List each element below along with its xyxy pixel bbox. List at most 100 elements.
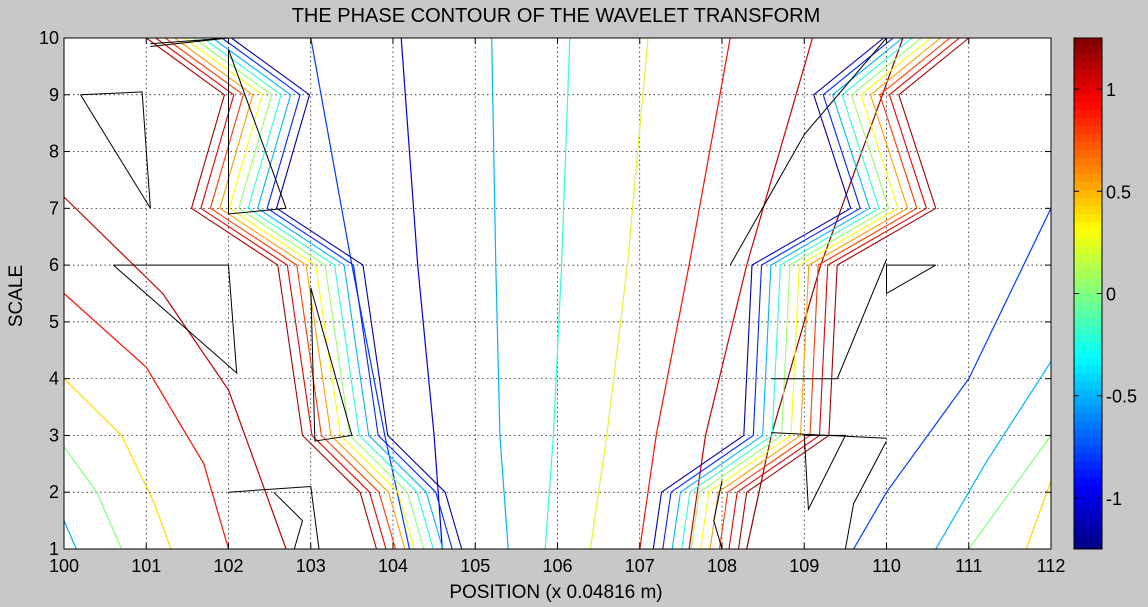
band-contour-line — [709, 37, 941, 550]
band-contour-line — [183, 37, 415, 550]
colorbar-cell — [1074, 469, 1102, 478]
colorbar-cell — [1074, 381, 1102, 390]
colorbar-cell — [1074, 445, 1102, 454]
y-tick-label: 10 — [39, 28, 59, 48]
colorbar-tick-label: 0 — [1106, 285, 1116, 305]
colorbar-cell — [1074, 77, 1102, 87]
x-tick-label: 110 — [872, 556, 901, 576]
colorbar-cell — [1074, 245, 1102, 254]
x-tick-label: 108 — [707, 556, 737, 576]
x-tick-label: 105 — [460, 556, 490, 576]
band-contour-line — [174, 37, 406, 550]
black-contour — [228, 49, 287, 215]
colorbar-cell — [1074, 301, 1102, 310]
band-contour-line — [700, 37, 932, 550]
colorbar-cell — [1074, 373, 1102, 382]
colorbar-cell — [1074, 229, 1102, 239]
contour-line — [63, 196, 287, 550]
colorbar-cell — [1074, 525, 1102, 534]
y-tick-label: 9 — [49, 85, 59, 105]
band-contour-line — [662, 37, 894, 550]
band-contour-line — [728, 37, 960, 550]
colorbar-cell — [1074, 485, 1102, 494]
black-contour — [80, 91, 151, 209]
colorbar-cell — [1074, 477, 1102, 486]
colorbar-cell — [1074, 405, 1102, 414]
colorbar-cell — [1074, 38, 1102, 47]
zero-phase-contours — [80, 37, 937, 550]
x-tick-label: 109 — [789, 556, 819, 576]
black-contour — [886, 264, 937, 295]
contour-line — [63, 378, 172, 550]
band-contour-line — [212, 37, 444, 550]
x-tick-label: 101 — [131, 556, 161, 576]
contour-line — [400, 37, 443, 550]
band-contour-line — [221, 37, 453, 550]
colorbar-cell — [1074, 517, 1102, 526]
colorbar-cell — [1074, 397, 1102, 406]
colorbar-cell — [1074, 429, 1102, 438]
band-contour-line — [681, 37, 913, 550]
band-contour-line — [690, 37, 922, 550]
colorbar-cell — [1074, 237, 1102, 246]
colorbar-cell — [1074, 85, 1102, 95]
band-contour-line — [164, 37, 397, 550]
colorbar-tick-label: 1 — [1106, 80, 1116, 100]
x-tick-label: 112 — [1037, 556, 1066, 576]
colorbar-cell — [1074, 453, 1102, 462]
x-tick-label: 102 — [213, 556, 243, 576]
colorbar-cell — [1074, 365, 1102, 374]
band-contour-line — [202, 37, 434, 550]
colorbar-cell — [1074, 109, 1102, 119]
x-tick-label: 107 — [625, 556, 655, 576]
contour-line — [968, 435, 1052, 550]
colorbar-cell — [1074, 293, 1102, 302]
colorbar-cell — [1074, 269, 1102, 278]
colorbar-cell — [1074, 157, 1102, 167]
colorbar-tick-label: -0.5 — [1106, 387, 1137, 407]
x-tick-label: 103 — [296, 556, 326, 576]
y-tick-label: 2 — [49, 482, 59, 502]
y-tick-label: 7 — [49, 198, 59, 218]
colorbar-cell — [1074, 285, 1102, 294]
x-tick-label: 100 — [49, 556, 79, 576]
band-contour-line — [231, 37, 463, 550]
contour-line — [639, 37, 731, 550]
colorbar-cell — [1074, 349, 1102, 358]
colorbar-cell — [1074, 197, 1102, 207]
colorbar-cell — [1074, 261, 1102, 270]
black-contour — [228, 485, 320, 550]
colorbar-cell — [1074, 461, 1102, 470]
y-tick-label: 5 — [49, 312, 59, 332]
y-axis-ticks: 1 2 3 4 5 6 7 8 9 10 — [39, 28, 1051, 559]
black-contour — [771, 432, 887, 439]
y-tick-label: 6 — [49, 255, 59, 275]
colorbar-cell — [1074, 493, 1102, 502]
contour-line — [935, 361, 1052, 550]
contour-line — [688, 37, 814, 550]
colorbar-cell — [1074, 165, 1102, 175]
y-tick-label: 1 — [49, 539, 59, 559]
colorbar-cell — [1074, 389, 1102, 398]
colorbar: -1 -0.5 0 0.5 1 — [1073, 37, 1137, 550]
x-axis-ticks: 100 101 102 103 104 105 106 107 108 109 110 111 112 — [49, 38, 1065, 576]
colorbar-cell — [1074, 149, 1102, 159]
chart-title: THE PHASE CONTOUR OF THE WAVELET TRANSFO… — [292, 5, 821, 27]
colorbar-cell — [1074, 189, 1102, 199]
colorbar-cell — [1074, 333, 1102, 342]
black-contour — [310, 287, 353, 442]
contour-line — [63, 293, 230, 550]
colorbar-cell — [1074, 69, 1102, 79]
colorbar-cell — [1074, 533, 1102, 542]
colorbar-cell — [1074, 173, 1102, 183]
contour-line — [491, 37, 509, 550]
colorbar-cell — [1074, 125, 1102, 135]
colorbar-gradient — [1074, 38, 1102, 550]
colorbar-cell — [1074, 341, 1102, 350]
black-contour — [771, 259, 887, 380]
band-contour-line — [145, 37, 378, 550]
colorbar-tick-label: 0.5 — [1106, 182, 1131, 202]
colorbar-cell — [1074, 45, 1102, 55]
x-tick-label: 104 — [378, 556, 408, 576]
